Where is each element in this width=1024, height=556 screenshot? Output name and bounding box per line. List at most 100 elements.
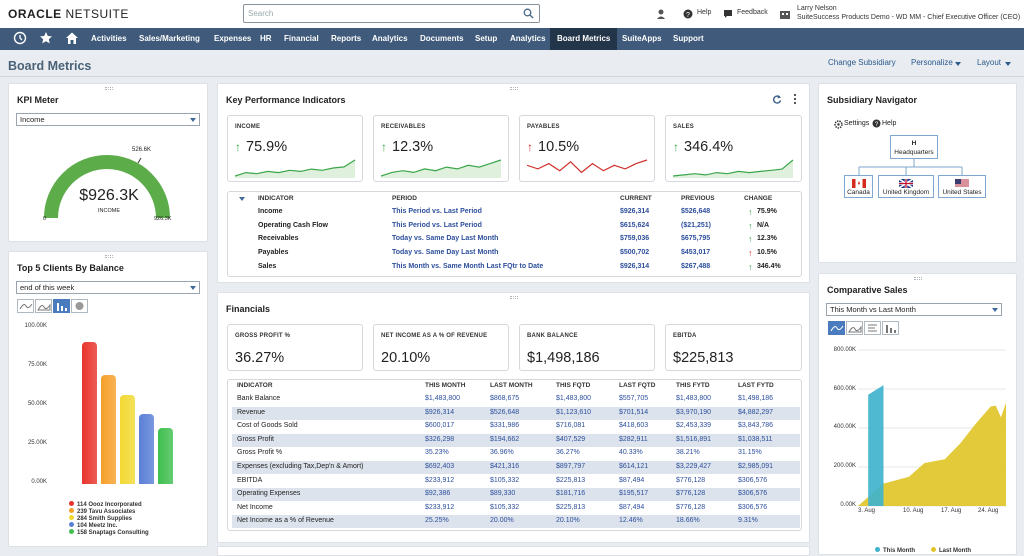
fin-cell[interactable]: $194,662 [490, 435, 520, 443]
kpi-period-link[interactable]: This Period vs. Last Period [392, 221, 482, 229]
help-icon[interactable]: ? [872, 119, 881, 128]
layout-menu[interactable]: Layout [977, 58, 1002, 67]
fin-cell[interactable]: $776,128 [676, 490, 706, 498]
fin-cell[interactable]: $2,453,339 [676, 422, 712, 430]
financial-card[interactable]: EBITDA $225,813 [665, 324, 802, 371]
feedback-link[interactable]: Feedback [737, 9, 768, 16]
settings-link[interactable]: Settings [844, 120, 870, 127]
fin-cell[interactable]: 9.31% [738, 517, 758, 525]
fin-cell[interactable]: $1,123,610 [556, 408, 592, 416]
drag-handle[interactable] [914, 277, 922, 280]
fin-cell[interactable]: 40.33% [619, 449, 643, 457]
home-icon[interactable] [65, 31, 79, 45]
fin-cell[interactable]: $1,483,800 [556, 395, 592, 402]
fin-cell[interactable]: $421,316 [490, 463, 520, 470]
feedback-icon[interactable] [723, 9, 733, 19]
legend-item[interactable]: 284 Smith Supplies [69, 515, 132, 522]
fin-cell[interactable]: $225,813 [556, 503, 586, 511]
subsidiary-node-united-states[interactable]: United States [938, 175, 986, 198]
personalize-menu[interactable]: Personalize [911, 58, 953, 67]
fin-cell[interactable]: $926,314 [425, 408, 455, 416]
kpi-previous[interactable]: $526,648 [681, 208, 711, 215]
financial-card[interactable]: BANK BALANCE $1,498,186 [519, 324, 655, 371]
fin-cell[interactable]: $326,298 [425, 435, 455, 443]
fin-cell[interactable]: $1,516,891 [676, 435, 712, 443]
fin-cell[interactable]: 25.25% [425, 517, 449, 525]
drag-handle[interactable] [105, 87, 113, 90]
nav-reports[interactable]: Reports [331, 34, 362, 43]
bar-chart-tab[interactable] [882, 321, 899, 335]
fin-cell[interactable]: 38.21% [676, 449, 700, 457]
kpi-card[interactable]: RECEIVABLES 12.3% ↑ [373, 115, 509, 182]
fin-cell[interactable]: $306,576 [738, 503, 768, 511]
fin-cell[interactable]: $407,529 [556, 435, 586, 443]
kpi-previous[interactable]: $267,488 [681, 262, 711, 270]
kpi-current[interactable]: $500,702 [620, 249, 650, 257]
help-link[interactable]: Help [697, 9, 712, 16]
kpi-period-link[interactable]: Today vs. Same Day Last Month [392, 249, 499, 257]
legend-item[interactable]: 158 Snaptags Consulting [69, 529, 149, 536]
kpi-period-link[interactable]: This Period vs. Last Period [392, 208, 482, 215]
fin-cell[interactable]: $87,494 [619, 476, 645, 484]
comparative-period-select[interactable]: This Month vs Last Month [826, 303, 1002, 316]
fin-cell[interactable]: $557,705 [619, 395, 649, 402]
drag-handle[interactable] [105, 255, 113, 258]
pie-chart-tab[interactable] [71, 299, 88, 313]
kpi-current[interactable]: $759,036 [620, 235, 650, 243]
refresh-icon[interactable] [772, 94, 782, 104]
legend-item[interactable]: 239 Tavu Associates [69, 508, 135, 515]
kpi-current[interactable]: $615,624 [620, 221, 650, 229]
nav-hr[interactable]: HR [260, 34, 272, 43]
fin-cell[interactable]: 20.10% [556, 517, 580, 525]
fin-cell[interactable]: 36.96% [490, 449, 514, 457]
kpi-current[interactable]: $926,314 [620, 262, 650, 270]
recent-icon[interactable] [13, 31, 27, 45]
subsidiary-node-headquarters[interactable]: H Headquarters [890, 135, 938, 159]
fin-cell[interactable]: $776,128 [676, 503, 706, 511]
fin-cell[interactable]: $87,494 [619, 503, 645, 511]
kpi-previous[interactable]: $453,017 [681, 249, 711, 257]
kpi-card[interactable]: INCOME 75.9% ↑ [227, 115, 363, 182]
fin-cell[interactable]: $1,498,186 [738, 395, 774, 402]
nav-activities[interactable]: Activities [91, 34, 127, 43]
fin-cell[interactable]: $692,403 [425, 463, 455, 470]
fin-cell[interactable]: $233,912 [425, 476, 455, 484]
nav-support[interactable]: Support [673, 34, 704, 43]
nav-suiteapps[interactable]: SuiteApps [622, 34, 662, 43]
fin-cell[interactable]: $1,038,511 [738, 435, 773, 443]
fin-cell[interactable]: $716,081 [556, 422, 586, 430]
fin-cell[interactable]: 20.00% [490, 517, 514, 525]
fin-cell[interactable]: $89,330 [490, 490, 516, 498]
collapse-chevron-icon[interactable] [239, 197, 245, 201]
fin-cell[interactable]: $195,517 [619, 490, 649, 498]
subsidiary-node-united-kingdom[interactable]: United Kingdom [878, 175, 934, 198]
line-chart-tab[interactable] [17, 299, 34, 313]
nav-expenses[interactable]: Expenses [214, 34, 252, 43]
financial-card[interactable]: NET INCOME AS A % OF REVENUE 20.10% [373, 324, 509, 371]
fin-cell[interactable]: 36.27% [556, 449, 580, 457]
fin-cell[interactable]: $181,716 [556, 490, 586, 498]
kpi-meter-select[interactable]: Income [16, 113, 200, 126]
fin-cell[interactable]: $897,797 [556, 463, 586, 470]
legend-item[interactable]: 114 Oooz Incorporated [69, 501, 142, 508]
fin-cell[interactable]: $233,912 [425, 503, 455, 511]
fin-cell[interactable]: $3,970,190 [676, 408, 712, 416]
subsidiary-node-canada[interactable]: Canada [844, 175, 873, 198]
fin-cell[interactable]: $282,911 [619, 435, 648, 443]
fin-cell[interactable]: $306,576 [738, 476, 768, 484]
nav-sales-marketing[interactable]: Sales/Marketing [139, 34, 200, 43]
fin-cell[interactable]: $92,386 [425, 490, 451, 498]
area-chart-tab[interactable] [35, 299, 52, 313]
fin-cell[interactable]: $306,576 [738, 490, 768, 498]
fin-cell[interactable]: $3,843,786 [738, 422, 774, 430]
kpi-previous[interactable]: $675,795 [681, 235, 711, 243]
financial-card[interactable]: GROSS PROFIT % 36.27% [227, 324, 363, 371]
list-view-tab[interactable] [864, 321, 881, 335]
nav-financial[interactable]: Financial [284, 34, 319, 43]
more-options-icon[interactable] [792, 93, 798, 105]
fin-cell[interactable]: $105,332 [490, 503, 520, 511]
drag-handle[interactable] [510, 87, 518, 90]
fin-cell[interactable]: 12.46% [619, 517, 643, 525]
kpi-card[interactable]: SALES 346.4% ↑ [665, 115, 802, 182]
legend-item[interactable]: 104 Meetz Inc. [69, 522, 117, 529]
